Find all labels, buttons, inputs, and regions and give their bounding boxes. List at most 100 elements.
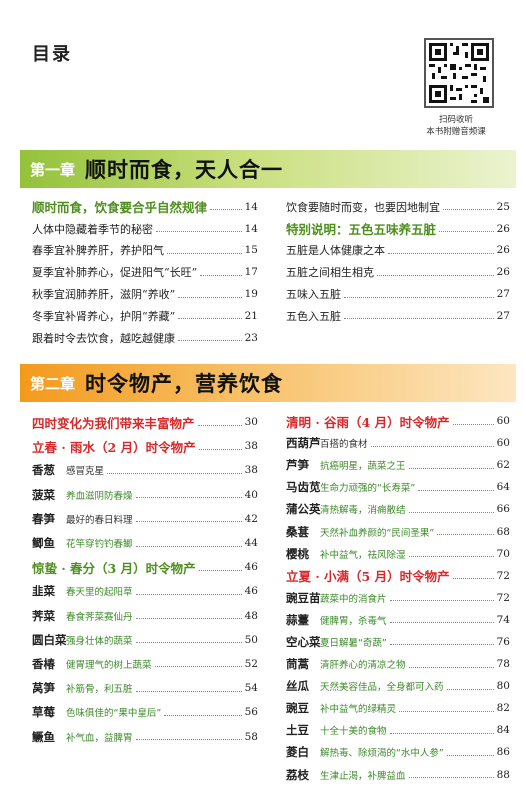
- toc-entry[interactable]: 五味入五脏 27: [286, 283, 510, 305]
- toc-entry[interactable]: 韭菜 春天里的起阳草 46: [32, 579, 258, 603]
- toc-entry-label: 圆白菜强身壮体的蔬菜: [32, 632, 133, 648]
- toc-entry-label: 蒜薹 健脾胃，杀毒气: [286, 612, 387, 628]
- page-number: 68: [496, 525, 510, 538]
- toc-entry[interactable]: 蒜薹 健脾胃，杀毒气 74: [286, 609, 510, 631]
- page-number: 66: [496, 503, 510, 516]
- chapter1-header[interactable]: 第一章 顺时而食，天人合一: [20, 150, 516, 188]
- toc-entry[interactable]: 茼蒿 清肝养心的清凉之物 78: [286, 653, 510, 675]
- toc-entry[interactable]: 丝瓜 天然美容佳品，全身都可入药 80: [286, 675, 510, 697]
- dot-leader: [408, 556, 494, 558]
- toc-entry[interactable]: 鳜鱼 补气血，益脾胃 58: [32, 724, 258, 748]
- food-name: 蒜薹: [286, 612, 309, 627]
- toc-entry-label: 莴笋 补筋骨，利五脏: [32, 680, 133, 696]
- page-number: 26: [496, 244, 510, 257]
- page-number: 14: [244, 200, 258, 213]
- section-heading: 四时变化为我们带来丰富物产: [32, 415, 195, 431]
- toc-entry[interactable]: 菠菜 养血滋阴防春燥 40: [32, 483, 258, 507]
- dot-leader: [389, 622, 494, 624]
- page-number: 56: [244, 706, 258, 719]
- food-description: 健脾胃，杀毒气: [320, 615, 387, 627]
- food-name: 圆白菜: [32, 632, 67, 647]
- toc-entry-label: 菱白 解热毒、除烦渴的“水中人参”: [286, 744, 444, 760]
- page-number: 72: [496, 569, 510, 582]
- food-description: 补气血，益脾胃: [66, 732, 133, 744]
- toc-entry-label: 丝瓜 天然美容佳品，全身都可入药: [286, 678, 444, 694]
- food-name: 菱白: [286, 745, 309, 760]
- toc-entry-title: 冬季宜补肾养心，护阴“养藏”: [32, 309, 176, 323]
- toc-entry[interactable]: 春笋 最好的春日料理 42: [32, 507, 258, 531]
- toc-entry[interactable]: 惊蛰 · 春分（3 月）时令物产 46: [32, 555, 258, 579]
- toc-entry[interactable]: 秋季宜润肺养肝，滋阴“养收” 19: [32, 283, 258, 305]
- food-name: 春笋: [32, 511, 55, 526]
- toc-entry[interactable]: 樱桃 补中益气，祛风除湿 70: [286, 543, 510, 565]
- page-number: 52: [244, 657, 258, 670]
- food-description: 蔬菜中的消食片: [320, 593, 387, 605]
- toc-entry-label: 鳜鱼 补气血，益脾胃: [32, 729, 133, 745]
- toc-entry-label: 芦笋 抗癌明星，蔬菜之王: [286, 457, 406, 473]
- toc-entry[interactable]: 草莓 色味俱佳的“果中皇后” 56: [32, 700, 258, 724]
- toc-entry[interactable]: 清明 · 谷雨（4 月）时令物产 60: [286, 410, 510, 432]
- toc-entry[interactable]: 圆白菜强身壮体的蔬菜 50: [32, 628, 258, 652]
- page-number: 54: [244, 682, 258, 695]
- toc-entry[interactable]: 菱白 解热毒、除烦渴的“水中人参” 86: [286, 741, 510, 763]
- food-name: 丝瓜: [286, 679, 309, 694]
- qr-code[interactable]: [424, 38, 494, 108]
- food-description: 补筋骨，利五脏: [66, 684, 133, 696]
- dot-leader: [344, 296, 494, 298]
- toc-entry[interactable]: 四时变化为我们带来丰富物产 30: [32, 410, 258, 434]
- chapter2-left-list: 四时变化为我们带来丰富物产 30 立春 · 雨水（2 月）时令物产 38 香葱 感冒克星 3…: [32, 410, 258, 749]
- toc-entry[interactable]: 冬季宜补肾养心，护阴“养藏” 21: [32, 305, 258, 327]
- toc-entry[interactable]: 人体中隐藏着季节的秘密 14: [32, 218, 258, 240]
- toc-entry[interactable]: 香葱 感冒克星 38: [32, 458, 258, 482]
- qr-code-icon: [429, 43, 489, 103]
- food-description: 养血滋阴防春燥: [66, 490, 133, 502]
- toc-entry-title: 春季宜补脾养肝，养护阳气: [32, 244, 164, 258]
- toc-entry[interactable]: 芦笋 抗癌明星，蔬菜之王 62: [286, 454, 510, 476]
- toc-entry[interactable]: 五色入五脏 27: [286, 305, 510, 327]
- toc-entry[interactable]: 春季宜补脾养肝，养护阳气 15: [32, 240, 258, 262]
- toc-entry[interactable]: 特别说明：五色五味养五脏 26: [286, 218, 510, 240]
- dot-leader: [198, 569, 242, 571]
- toc-entry[interactable]: 蒲公英清热解毒，消痈散结 66: [286, 498, 510, 520]
- dot-leader: [377, 274, 494, 276]
- page-number: 62: [496, 459, 510, 472]
- toc-entry[interactable]: 莴笋 补筋骨，利五脏 54: [32, 676, 258, 700]
- dot-leader: [154, 666, 242, 668]
- chapter2-header[interactable]: 第二章 时令物产，营养饮食: [20, 364, 516, 402]
- toc-entry[interactable]: 立春 · 雨水（2 月）时令物产 38: [32, 434, 258, 458]
- toc-entry-title: 秋季宜润肺养肝，滋阴“养收”: [32, 288, 176, 302]
- toc-entry[interactable]: 五脏是人体健康之本 26: [286, 240, 510, 262]
- section-heading: 特别说明：五色五味养五脏: [286, 222, 437, 238]
- dot-leader: [408, 666, 494, 668]
- toc-entry[interactable]: 饮食要随时而变，也要因地制宜 25: [286, 196, 510, 218]
- toc-entry-title: 饮食要随时而变，也要因地制宜: [286, 200, 440, 214]
- toc-entry-label: 茼蒿 清肝养心的清凉之物: [286, 656, 406, 672]
- dot-leader: [210, 209, 242, 211]
- page-number: 23: [244, 331, 258, 344]
- page-number: 21: [244, 309, 258, 322]
- toc-entry-title: 夏季宜补肺养心，促进阳气“长旺”: [32, 266, 198, 280]
- page-number: 46: [244, 561, 258, 574]
- toc-entry[interactable]: 立夏 · 小满（5 月）时令物产 72: [286, 565, 510, 587]
- toc-entry[interactable]: 荔枝 生津止渴，补脾益血 88: [286, 764, 510, 786]
- toc-entry[interactable]: 豌豆 补中益气的绿精灵 82: [286, 697, 510, 719]
- toc-entry[interactable]: 夏季宜补肺养心，促进阳气“长旺” 17: [32, 261, 258, 283]
- toc-entry[interactable]: 土豆 十全十美的食物 84: [286, 719, 510, 741]
- toc-entry[interactable]: 豌豆苗蔬菜中的消食片 72: [286, 587, 510, 609]
- toc-entry[interactable]: 西葫芦百搭的食材 60: [286, 432, 510, 454]
- page-number: 14: [244, 222, 258, 235]
- toc-entry[interactable]: 桑葚 天然补血养颜的“民间圣果” 68: [286, 520, 510, 542]
- toc-entry-label: 豌豆 补中益气的绿精灵: [286, 700, 396, 716]
- toc-entry[interactable]: 顺时而食，饮食要合乎自然规律 14: [32, 196, 258, 218]
- toc-entry[interactable]: 香椿 健胃理气的树上蔬菜 52: [32, 652, 258, 676]
- toc-entry[interactable]: 荠菜 春食荠菜赛仙丹 48: [32, 604, 258, 628]
- food-description: 春食荠菜赛仙丹: [66, 611, 133, 623]
- toc-entry[interactable]: 跟着时令去饮食，越吃越健康 23: [32, 327, 258, 349]
- toc-entry[interactable]: 马齿苋生命力顽强的“长寿菜” 64: [286, 476, 510, 498]
- page-number: 38: [244, 440, 258, 453]
- chapter1-title: 顺时而食，天人合一: [85, 157, 284, 182]
- toc-entry[interactable]: 鲫鱼 花竿穿钓钓春鲫 44: [32, 531, 258, 555]
- toc-entry[interactable]: 空心菜夏日解暑“奇蔬” 76: [286, 631, 510, 653]
- dot-leader: [135, 690, 242, 692]
- toc-entry[interactable]: 五脏之间相生相克 26: [286, 261, 510, 283]
